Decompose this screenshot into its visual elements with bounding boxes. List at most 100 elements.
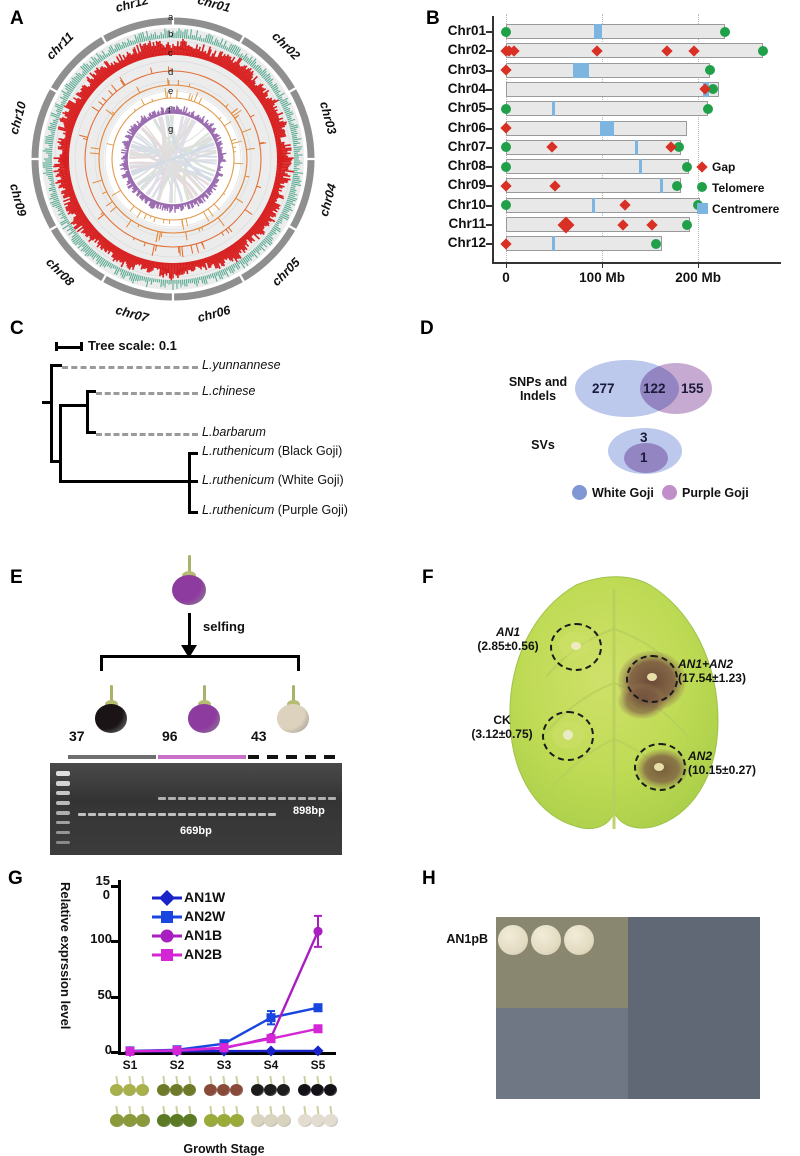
infiltration-circle-ck xyxy=(542,711,594,761)
growth-berry-white-S4-2-fruit xyxy=(277,1114,291,1127)
growth-berry-black-S1-0-fruit xyxy=(110,1084,123,1096)
chart-legend-label-AN1B: AN1B xyxy=(184,927,223,943)
chromosome-tick-Chr06 xyxy=(486,127,492,130)
growth-berry-white-S1-2-fruit xyxy=(136,1114,150,1127)
gel-ladder-band-3 xyxy=(56,801,70,805)
chart-legend-marker-AN2B xyxy=(152,949,182,961)
telomere-marker-Chr04-0 xyxy=(707,84,718,95)
panel-g-expression-chart: G Relative exprssion level 0 50 100 15 0 S1 S2… xyxy=(0,860,400,1156)
progeny-berry-white-stalk xyxy=(291,685,295,704)
taxon-name: L.ruthenicum xyxy=(202,444,275,458)
chromosome-gridline-200Mb xyxy=(698,14,700,262)
progeny-berry-purple-stalk xyxy=(202,685,206,704)
selfing-arrow-line xyxy=(188,613,191,651)
telomere-marker-Chr10-0 xyxy=(501,200,511,211)
centromere-marker-Chr01 xyxy=(594,24,603,39)
chromosome-name-Chr11: Chr11 xyxy=(448,216,486,231)
progeny-berry-black xyxy=(95,685,128,734)
growth-berry-black-S3-2 xyxy=(230,1075,243,1096)
genotype-bar-white xyxy=(248,755,340,759)
telomere-marker-Chr05-1 xyxy=(702,103,713,114)
gel-band-669-9 xyxy=(168,813,176,816)
progeny-berry-white xyxy=(277,685,310,734)
growth-berry-black-S4-0-fruit xyxy=(251,1084,264,1096)
chromosome-name-Chr10: Chr10 xyxy=(447,196,486,212)
venn-row-label-svs-line1: SVs xyxy=(531,438,555,452)
chromosome-tick-Chr05 xyxy=(486,108,492,111)
gel-band-898-20 xyxy=(278,797,286,800)
panel-a-label: A xyxy=(10,8,24,29)
chart-y-tick-0 xyxy=(111,1051,119,1054)
growth-berry-white-S3-1 xyxy=(217,1105,231,1127)
panel-b-label: B xyxy=(426,8,440,29)
growth-berry-black-S2-0-fruit xyxy=(157,1084,170,1096)
infiltration-value-ck: (3.12±0.75) xyxy=(471,727,533,741)
gel-band-669-13 xyxy=(208,813,216,816)
venn-ellipse-purple-goji-svs xyxy=(624,443,668,473)
chromosome-bar-Chr04 xyxy=(506,81,720,97)
telomere-marker-Chr07-0 xyxy=(501,142,511,153)
chart-y-axis-line xyxy=(118,880,121,1052)
telomere-marker-Chr09-0 xyxy=(672,180,682,191)
tree-branch-black-goji xyxy=(188,452,198,455)
circos-track-label-b: b xyxy=(168,29,174,40)
growth-berry-black-S3-0-fruit xyxy=(204,1084,217,1096)
circos-svg xyxy=(28,14,318,304)
tree-branch-purple-goji xyxy=(188,511,198,514)
growth-berry-black-S1-2-fruit xyxy=(136,1084,149,1096)
telomere-marker-Chr07-1 xyxy=(673,142,684,153)
gel-band-898-24 xyxy=(318,797,326,800)
chromosome-bar-Chr07 xyxy=(506,139,681,155)
gel-band-898-19 xyxy=(268,797,276,800)
centromere-marker-Chr08 xyxy=(638,159,642,175)
infiltration-circle-an1 xyxy=(550,623,602,671)
parent-berry-fruit xyxy=(172,575,206,605)
growth-berry-white-S1-0 xyxy=(110,1105,124,1127)
circos-plot: a b c d e f g xyxy=(28,12,318,304)
panel-e-label: E xyxy=(10,567,23,588)
chart-y-tick-50 xyxy=(111,995,119,999)
telomere-marker-Chr08-0 xyxy=(501,161,511,172)
gel-band-669-16 xyxy=(238,813,246,816)
growth-berry-white-S3-2-fruit xyxy=(230,1114,244,1127)
growth-berry-white-S2-1-fruit xyxy=(170,1114,184,1127)
colony-left-0-2-lawn xyxy=(563,924,594,955)
venn-row-label-line2: Indels xyxy=(519,389,557,403)
growth-berry-black-S3-0 xyxy=(204,1075,217,1096)
gel-band-898-9 xyxy=(168,797,176,800)
track-b xyxy=(42,28,304,290)
legend-marker-centromere xyxy=(697,203,708,214)
growth-berry-black-S2-0 xyxy=(157,1075,170,1096)
chromosome-name-Chr06: Chr06 xyxy=(447,119,486,135)
chart-legend-label-AN2B: AN2B xyxy=(184,946,223,962)
chromosome-name-Chr03: Chr03 xyxy=(447,61,486,77)
growth-berry-white-S1-1-fruit xyxy=(123,1114,137,1127)
gel-band-898-18 xyxy=(258,797,266,800)
circos-chr-label-chr09: chr09 xyxy=(7,182,30,219)
chromosome-tick-Chr08 xyxy=(486,166,492,169)
circos-chr-label-chr10: chr10 xyxy=(7,99,30,136)
legend-label-telomere: Telomere xyxy=(712,181,765,195)
taxon-suffix: (White Goji) xyxy=(274,473,344,487)
chart-x-tick-label-S4: S4 xyxy=(263,1058,279,1072)
growth-berry-black-S4-1 xyxy=(264,1075,277,1096)
tree-scale-label: Tree scale: 0.1 xyxy=(88,338,177,353)
circos-chr-label-chr03: chr03 xyxy=(316,99,339,136)
panel-c-phylogenetic-tree: C Tree scale: 0.1 L.yunnannese L.chinese… xyxy=(0,310,400,545)
growth-berry-black-S1-2 xyxy=(136,1075,149,1096)
panel-f-label: F xyxy=(422,567,434,588)
infiltration-circle-an1-an2 xyxy=(626,655,678,703)
growth-berry-white-S5-0-fruit xyxy=(298,1114,312,1127)
genotype-bar-black xyxy=(68,755,156,759)
tree-branch-chinese xyxy=(86,390,96,393)
tree-taxon-yunnannese: L.yunnannese xyxy=(202,358,281,372)
panel-b-chromosome-map: B Chr01 Chr02 Chr03 Chr04 Chr05 Chr06 Chr07 Chr… xyxy=(420,0,800,310)
chart-x-tick-label-S2: S2 xyxy=(169,1058,185,1072)
panel-f-leaf-infiltration: F xyxy=(400,545,800,860)
infiltration-circle-an2 xyxy=(634,743,686,791)
chromosome-bar-Chr06 xyxy=(506,120,687,136)
infiltration-name-an2: AN2 xyxy=(688,749,713,763)
panel-e-selfing-genotyping: E selfing 37 96 43 669bp 898bp xyxy=(0,545,400,860)
chromosome-name-Chr05: Chr05 xyxy=(447,100,486,116)
gel-ladder-band-1 xyxy=(56,781,70,786)
